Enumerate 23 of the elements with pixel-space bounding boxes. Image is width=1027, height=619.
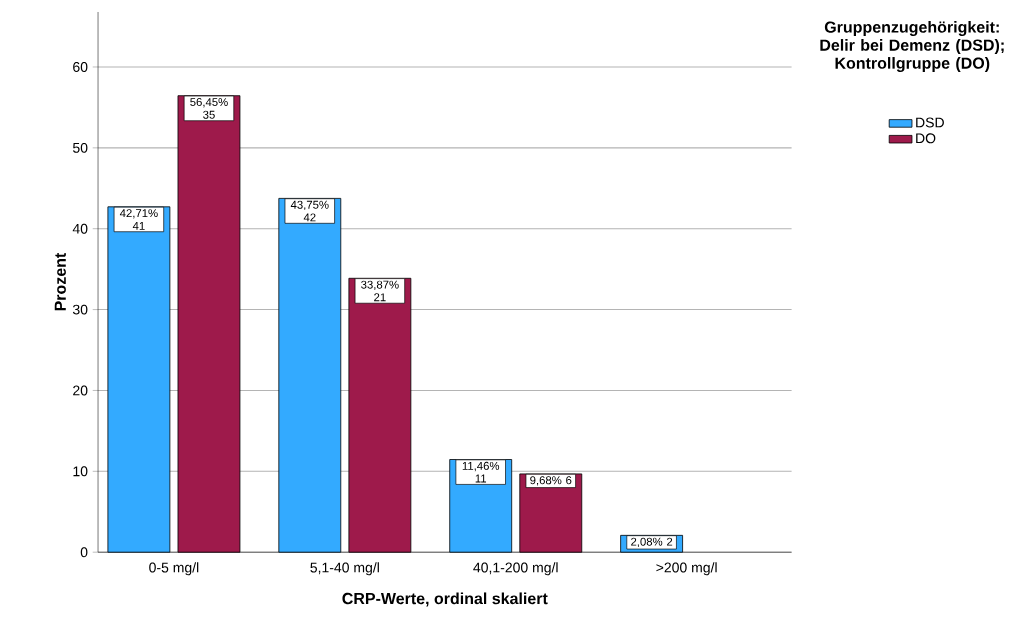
x-tick-label: 40,1-200 mg/l	[473, 562, 558, 576]
legend-label: DO	[916, 133, 936, 144]
y-axis-title: Prozent	[54, 253, 66, 311]
y-tick-label: 30	[72, 304, 88, 315]
y-tick-label: 20	[73, 385, 88, 396]
legend-label: DSD	[916, 117, 944, 128]
x-tick-label: 5,1-40 mg/l	[310, 562, 379, 576]
y-tick-label: 60	[73, 62, 88, 73]
data-label: 2,08% 2	[631, 537, 673, 548]
y-tick-label: 0	[80, 547, 88, 558]
data-label: 9,68% 6	[530, 476, 572, 486]
y-tick-label: 50	[72, 142, 88, 153]
data-label: 42,71% 41	[119, 209, 158, 230]
data-label: 11,46% 11	[462, 461, 500, 483]
data-label: 56,45% 35	[190, 98, 228, 119]
y-tick-label: 40	[72, 223, 88, 234]
x-tick-label: 0-5 mg/l	[149, 562, 199, 576]
x-axis-title: CRP-Werte, ordinal skaliert	[342, 592, 548, 607]
data-label: 43,75% 42	[290, 200, 329, 222]
legend-title: Gruppenzugehörigkeit: Delir bei Demenz (DSD); Kontrollgruppe (DO)	[820, 21, 1004, 73]
data-label: 33,87% 21	[361, 280, 399, 302]
y-tick-label: 10	[73, 466, 88, 477]
x-tick-label: >200 mg/l	[656, 562, 717, 576]
